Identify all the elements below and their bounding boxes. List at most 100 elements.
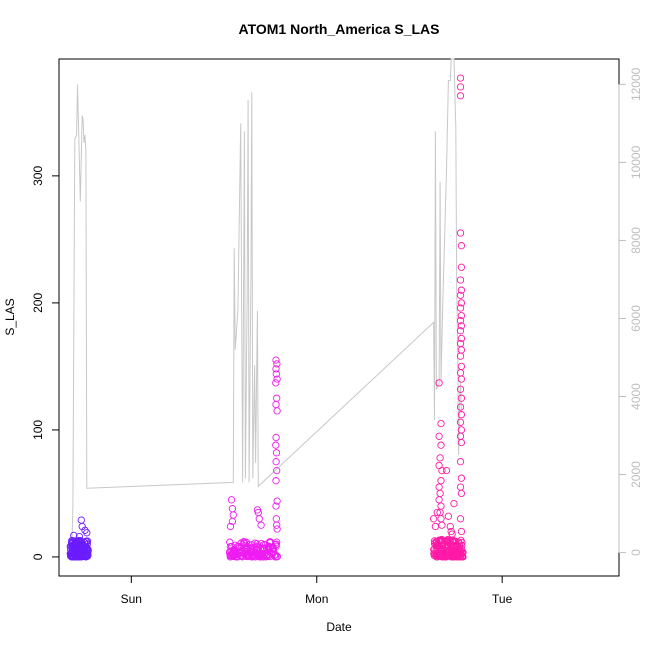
- data-point: [77, 537, 85, 546]
- data-point: [264, 552, 272, 560]
- data-point: [456, 385, 465, 393]
- data-point: [434, 545, 442, 554]
- plot-area: [58, 58, 620, 577]
- data-point: [70, 531, 78, 540]
- x-axis: Sun Mon Tue: [121, 575, 513, 606]
- data-point: [437, 502, 445, 510]
- data-point: [245, 540, 253, 549]
- data-point: [457, 334, 466, 343]
- y-tick-label: 100: [31, 420, 45, 440]
- data-point: [273, 538, 281, 546]
- data-point: [80, 538, 88, 547]
- data-point: [456, 458, 465, 466]
- data-point: [456, 548, 464, 556]
- data-point: [456, 229, 465, 237]
- data-point: [457, 489, 466, 498]
- data-point: [438, 466, 446, 475]
- data-point: [226, 538, 234, 546]
- data-point: [456, 74, 465, 82]
- data-point: [437, 441, 445, 449]
- data-point: [456, 327, 465, 335]
- data-point: [436, 489, 444, 498]
- data-point: [457, 536, 465, 545]
- data-point: [264, 542, 273, 550]
- data-point: [457, 263, 466, 271]
- plot-frame: [58, 58, 620, 577]
- data-point: [457, 346, 466, 354]
- data-point: [436, 454, 444, 462]
- data-point: [237, 552, 245, 560]
- data-point: [456, 483, 465, 491]
- data-point: [432, 542, 440, 550]
- data-point: [272, 449, 281, 457]
- y-tick-label: 0: [31, 553, 45, 560]
- y-tick-label: 200: [31, 293, 45, 313]
- data-point: [435, 432, 443, 440]
- data-point: [429, 515, 438, 523]
- data-point: [226, 522, 235, 531]
- data-point: [435, 496, 443, 504]
- data-point: [433, 508, 441, 517]
- data-point: [457, 242, 466, 250]
- data-point: [440, 538, 448, 547]
- data-point: [457, 411, 466, 419]
- y2-tick-label: 12000: [629, 67, 643, 101]
- x-tick-label: Tue: [492, 592, 513, 606]
- y2-tick-label: 10000: [629, 145, 643, 179]
- data-point: [272, 515, 280, 523]
- data-point: [457, 438, 466, 447]
- data-point: [77, 516, 85, 524]
- data-point: [273, 466, 281, 475]
- data-point: [457, 527, 466, 536]
- data-point: [456, 418, 465, 426]
- y2-tick-label: 6000: [629, 305, 643, 332]
- data-point: [68, 543, 77, 552]
- data-point: [266, 543, 274, 552]
- data-point: [246, 544, 254, 552]
- data-point: [228, 505, 237, 513]
- data-point: [269, 544, 277, 552]
- data-point: [75, 532, 84, 541]
- data-point: [435, 536, 443, 544]
- data-point: [273, 497, 281, 505]
- data-point: [272, 379, 280, 387]
- data-point: [273, 521, 281, 529]
- data-point: [272, 458, 280, 466]
- data-point: [81, 526, 89, 534]
- data-point: [456, 352, 465, 360]
- data-point: [272, 502, 280, 510]
- data-point: [272, 400, 280, 409]
- data-point: [243, 545, 251, 553]
- data-point: [442, 553, 450, 561]
- data-point: [272, 477, 280, 485]
- data-point: [430, 537, 439, 545]
- data-point: [451, 551, 460, 560]
- y-axis-label: S_LAS: [3, 298, 17, 335]
- data-point: [456, 291, 465, 299]
- data-point: [437, 477, 445, 485]
- data-point: [257, 521, 265, 529]
- data-point: [253, 543, 261, 551]
- data-point: [457, 394, 466, 402]
- data-point: [456, 403, 465, 411]
- data-point: [457, 286, 466, 294]
- chart-title: ATOM1 North_America S_LAS: [239, 21, 440, 37]
- data-point: [457, 299, 466, 307]
- data-point: [256, 552, 264, 560]
- data-point: [74, 552, 82, 561]
- data-point: [81, 543, 90, 551]
- data-point: [230, 552, 238, 560]
- data-point: [457, 375, 466, 383]
- y-tick-label: 300: [31, 166, 45, 186]
- data-point: [456, 304, 465, 312]
- data-point: [259, 552, 267, 560]
- data-point: [444, 512, 453, 520]
- data-point: [437, 419, 445, 428]
- data-point: [456, 83, 465, 91]
- data-point: [457, 474, 466, 482]
- data-point: [456, 515, 465, 523]
- data-point: [457, 322, 466, 330]
- data-point: [448, 530, 456, 538]
- data-point: [450, 499, 458, 508]
